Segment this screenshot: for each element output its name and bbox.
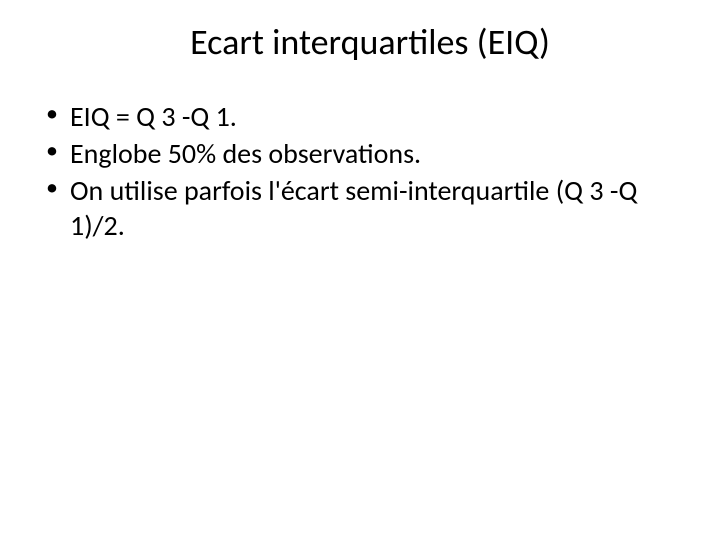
slide-content: EIQ = Q 3 -Q 1. Englobe 50% des observat… bbox=[30, 99, 690, 243]
bullet-item: On utilise parfois l'écart semi-interqua… bbox=[40, 173, 690, 243]
slide-container: Ecart interquartiles (EIQ) EIQ = Q 3 -Q … bbox=[0, 0, 720, 540]
bullet-item: EIQ = Q 3 -Q 1. bbox=[40, 99, 690, 134]
slide-title: Ecart interquartiles (EIQ) bbox=[130, 20, 610, 64]
bullet-list: EIQ = Q 3 -Q 1. Englobe 50% des observat… bbox=[40, 99, 690, 243]
bullet-item: Englobe 50% des observations. bbox=[40, 136, 690, 171]
